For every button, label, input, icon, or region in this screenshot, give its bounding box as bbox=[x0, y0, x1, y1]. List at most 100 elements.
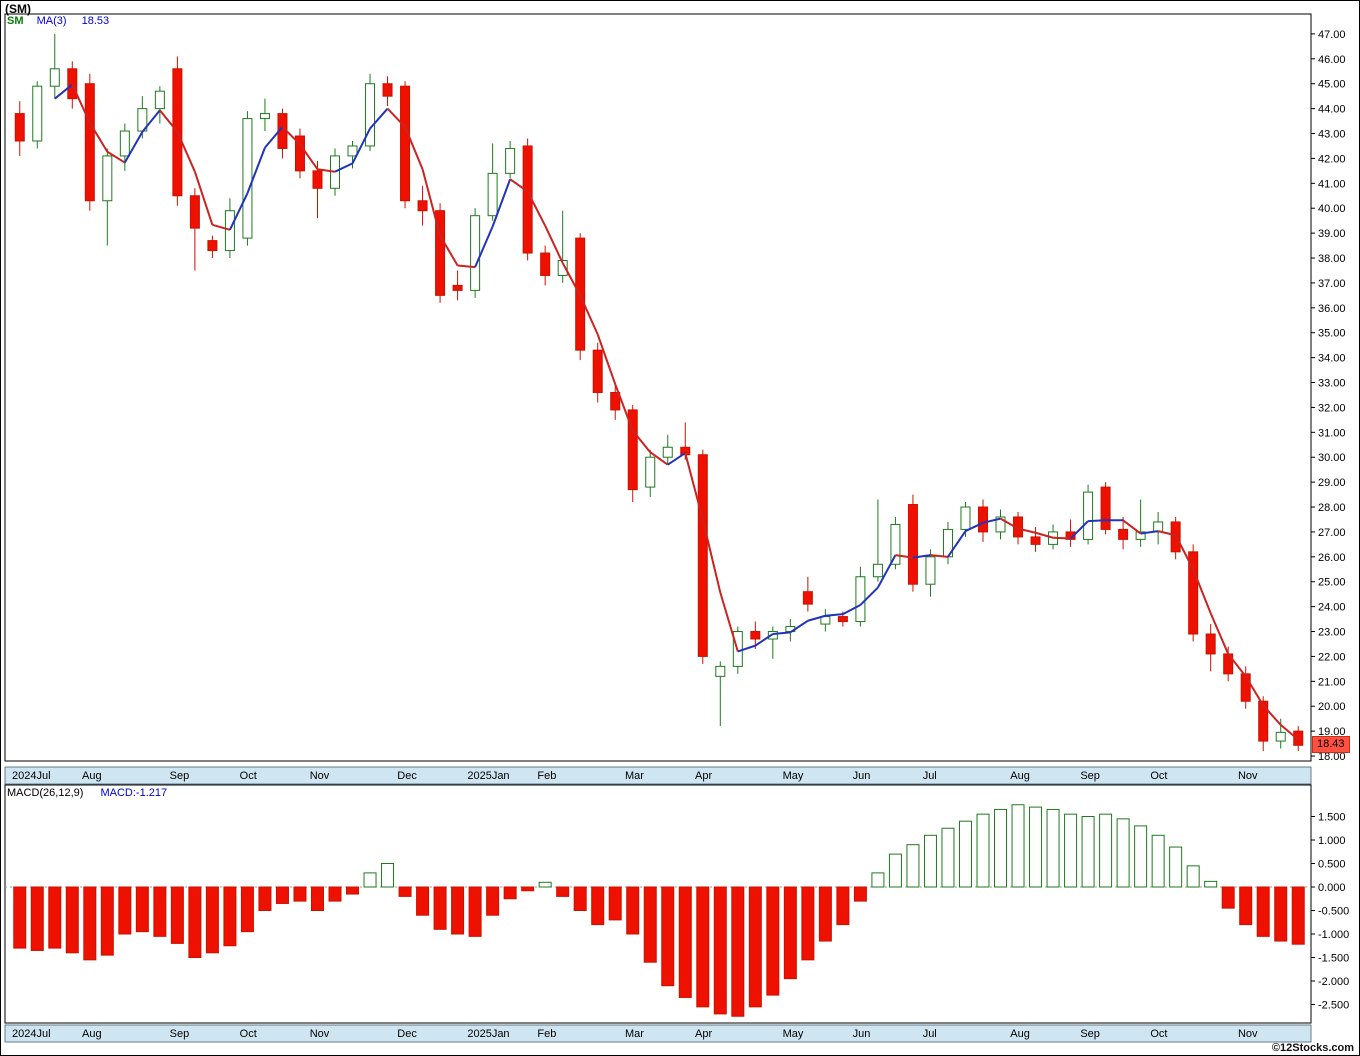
candle bbox=[1065, 531, 1076, 540]
macd-tick-label: 1.000 bbox=[1318, 835, 1346, 847]
macd-bar bbox=[731, 886, 745, 1017]
price-tick-label: 47.00 bbox=[1318, 29, 1346, 41]
price-tick-label: 44.00 bbox=[1318, 104, 1346, 116]
candle bbox=[259, 113, 270, 120]
ma-line-segment bbox=[1088, 519, 1106, 523]
macd-bar bbox=[1046, 808, 1060, 888]
macd-bar bbox=[643, 886, 657, 963]
macd-bar bbox=[170, 886, 184, 944]
ma-line-segment bbox=[404, 126, 424, 170]
candle bbox=[960, 506, 971, 530]
candle bbox=[750, 631, 761, 640]
ma-line-segment bbox=[1053, 536, 1071, 540]
price-tick-label: 27.00 bbox=[1318, 527, 1346, 539]
candle bbox=[925, 556, 936, 585]
candle bbox=[470, 215, 481, 291]
ma-line-segment bbox=[1280, 724, 1299, 741]
candle bbox=[662, 446, 673, 458]
macd-bar bbox=[1011, 804, 1025, 888]
month-label: Oct bbox=[240, 770, 257, 782]
month-label: May bbox=[783, 770, 804, 782]
candle bbox=[907, 504, 918, 585]
ma-line-segment bbox=[88, 122, 109, 153]
ma-line-segment bbox=[912, 554, 931, 559]
candle bbox=[49, 68, 60, 87]
macd-bar bbox=[958, 820, 972, 888]
month-label: Jul bbox=[923, 1028, 937, 1040]
price-tick-label: 25.00 bbox=[1318, 577, 1346, 589]
ma-line-segment bbox=[491, 178, 512, 227]
last-price-tag: 18.43 bbox=[1312, 736, 1350, 754]
macd-tick-label: 0.500 bbox=[1318, 859, 1346, 871]
candle bbox=[1258, 700, 1269, 742]
macd-bar bbox=[853, 886, 867, 902]
ma-line-segment bbox=[965, 521, 984, 532]
price-tick-label: 22.00 bbox=[1318, 651, 1346, 663]
ma-line-segment bbox=[1122, 519, 1142, 535]
candle bbox=[540, 252, 551, 276]
price-tick-label: 31.00 bbox=[1318, 427, 1346, 439]
candle bbox=[242, 118, 253, 239]
macd-value: MACD:-1.217 bbox=[100, 787, 168, 799]
ma-line-segment bbox=[1209, 612, 1230, 655]
ma-line-segment bbox=[212, 223, 231, 231]
price-tick-label: 40.00 bbox=[1318, 203, 1346, 215]
candle bbox=[312, 170, 323, 189]
macd-bar bbox=[626, 886, 640, 935]
ma-line-segment bbox=[299, 143, 319, 170]
macd-bar bbox=[766, 886, 780, 996]
ma-line-segment bbox=[561, 262, 582, 296]
candle bbox=[697, 454, 708, 657]
ma-line-segment bbox=[982, 517, 1001, 524]
macd-bar bbox=[556, 886, 570, 897]
candle bbox=[487, 172, 498, 217]
ma-line-segment bbox=[526, 191, 547, 227]
candle bbox=[855, 576, 866, 623]
ma-line-segment bbox=[947, 530, 967, 558]
price-legend: SM MA(3) 18.53 bbox=[7, 15, 109, 27]
price-panel: 47.00 46.00 45.00 44.00 43.00 42.00 41.00 40.00… bbox=[4, 13, 1346, 763]
macd-bar bbox=[1221, 886, 1235, 909]
ma-line-segment bbox=[719, 592, 739, 652]
candle bbox=[417, 200, 428, 212]
price-tick-label: 41.00 bbox=[1318, 178, 1346, 190]
macd-bar bbox=[293, 886, 307, 902]
ma-line-segment bbox=[439, 235, 459, 266]
month-label: Sep bbox=[1080, 770, 1100, 782]
month-label: Feb bbox=[537, 770, 556, 782]
candle bbox=[1240, 673, 1251, 702]
ma-line-segment bbox=[193, 171, 214, 226]
macd-tick-label: -0.500 bbox=[1318, 906, 1349, 918]
month-label: Nov bbox=[1238, 770, 1258, 782]
candle bbox=[207, 240, 218, 252]
price-tick-label: 23.00 bbox=[1318, 627, 1346, 639]
month-label: Sep bbox=[170, 1028, 190, 1040]
macd-bar bbox=[888, 853, 902, 888]
candle bbox=[84, 83, 95, 202]
macd-bar bbox=[258, 886, 272, 911]
candle bbox=[1205, 633, 1216, 655]
candle bbox=[645, 456, 656, 488]
macd-bar bbox=[1134, 825, 1148, 888]
page-title: (SM) bbox=[5, 2, 31, 16]
macd-bar bbox=[994, 808, 1008, 888]
candle bbox=[1293, 730, 1304, 746]
ma-line-segment bbox=[842, 604, 861, 615]
macd-bar bbox=[100, 886, 114, 956]
candle bbox=[872, 563, 883, 578]
month-label: Feb bbox=[537, 1028, 556, 1040]
month-label: Dec bbox=[397, 770, 417, 782]
ma-line-segment bbox=[631, 430, 652, 453]
candle bbox=[767, 631, 778, 640]
candle bbox=[224, 210, 235, 252]
macd-bar bbox=[818, 886, 832, 942]
price-tick-label: 46.00 bbox=[1318, 54, 1346, 66]
macd-bar bbox=[310, 886, 324, 911]
month-label: Aug bbox=[1010, 1028, 1030, 1040]
macd-bar bbox=[363, 872, 377, 888]
macd-bar bbox=[1029, 806, 1043, 888]
ma-line-segment bbox=[930, 554, 949, 558]
macd-bar bbox=[608, 886, 622, 921]
ma-line-segment bbox=[1262, 704, 1282, 726]
